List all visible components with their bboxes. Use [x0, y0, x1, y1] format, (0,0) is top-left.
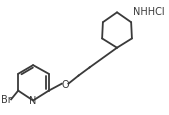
Text: Br: Br	[1, 95, 12, 104]
Text: NHHCl: NHHCl	[134, 7, 165, 17]
Text: N: N	[29, 96, 37, 106]
Text: O: O	[61, 79, 69, 89]
